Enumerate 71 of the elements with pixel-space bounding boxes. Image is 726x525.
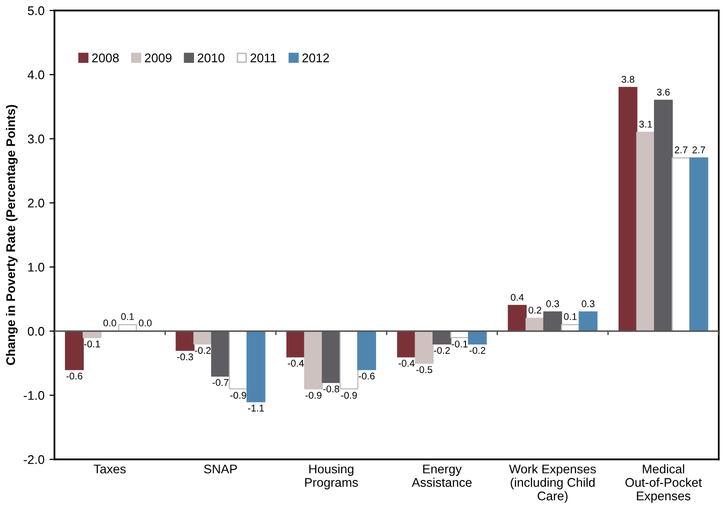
bar <box>357 330 376 370</box>
data-label: 0.2 <box>528 306 542 314</box>
y-tick-label: 1.0 <box>28 262 44 272</box>
data-label: -0.6 <box>358 372 375 380</box>
bar <box>246 330 266 402</box>
bar <box>414 330 434 364</box>
data-label: -0.9 <box>230 392 246 399</box>
bar <box>228 330 248 390</box>
data-label: -0.1 <box>84 340 100 348</box>
x-tick-label: Work Expenses (including Child Care) <box>509 464 596 503</box>
x-tick-label: Housing Programs <box>305 464 358 490</box>
data-label: -0.5 <box>416 366 432 374</box>
bar <box>618 86 638 332</box>
bar <box>636 132 656 332</box>
data-label: -0.7 <box>212 379 228 386</box>
data-label: 0.3 <box>546 300 559 308</box>
data-label: -0.2 <box>434 346 450 354</box>
bar <box>578 311 598 332</box>
x-tick-label: Energy Assistance <box>412 464 472 487</box>
data-label: 0.4 <box>510 294 524 301</box>
bar <box>672 157 691 332</box>
data-label: -0.4 <box>288 360 304 367</box>
legend-label: 2008 <box>92 54 119 62</box>
data-label: 0.1 <box>121 313 134 320</box>
x-tick-label: SNAP <box>204 464 237 474</box>
data-label: 0.0 <box>138 320 152 326</box>
bar <box>654 100 673 332</box>
data-label: -0.9 <box>341 392 357 399</box>
bar <box>304 330 323 390</box>
y-tick-label: -1.0 <box>24 391 44 400</box>
bar <box>543 311 562 332</box>
data-label: 2.7 <box>692 146 706 154</box>
bar <box>689 157 708 332</box>
data-label: -0.1 <box>452 340 468 348</box>
y-tick-label: -2.0 <box>24 455 44 464</box>
bar <box>64 330 84 370</box>
bar <box>211 330 230 377</box>
bar <box>340 330 358 390</box>
data-label: 3.8 <box>622 76 634 83</box>
data-label: -0.2 <box>194 346 211 354</box>
data-label: -0.6 <box>66 372 82 380</box>
bar <box>508 304 527 332</box>
data-label: 0.1 <box>564 313 577 320</box>
legend-label: 2012 <box>302 54 329 62</box>
data-label: -0.2 <box>469 346 486 354</box>
data-label: 0.0 <box>103 320 116 326</box>
legend-label: 2010 <box>198 54 224 62</box>
data-label: -0.4 <box>398 360 415 367</box>
bar <box>468 330 487 345</box>
bar <box>322 330 341 383</box>
data-label: -1.1 <box>248 404 264 412</box>
bar <box>176 330 195 351</box>
y-axis-title: Change in Poverty Rate (Percentage Points) <box>6 104 18 366</box>
data-label: 2.7 <box>674 146 688 154</box>
data-label: -0.8 <box>323 385 340 392</box>
x-tick-label: Medical Out-of-Pocket Expenses <box>625 464 702 503</box>
x-tick-label: Taxes <box>94 464 126 474</box>
legend-label: 2009 <box>144 54 172 62</box>
legend-label: 2011 <box>250 54 276 62</box>
y-tick-label: 3.0 <box>28 134 44 144</box>
data-label: 3.1 <box>639 120 652 128</box>
y-tick-label: 4.0 <box>28 70 44 80</box>
data-label: 0.3 <box>582 300 594 308</box>
data-label: -0.3 <box>177 353 194 360</box>
y-tick-label: 2.0 <box>28 198 44 208</box>
data-label: 3.6 <box>656 88 670 96</box>
y-tick-label: 0.0 <box>28 326 44 336</box>
bar <box>397 330 416 358</box>
y-tick-label: 5.0 <box>28 6 44 16</box>
bar <box>526 318 544 332</box>
data-label: -0.9 <box>306 392 322 399</box>
